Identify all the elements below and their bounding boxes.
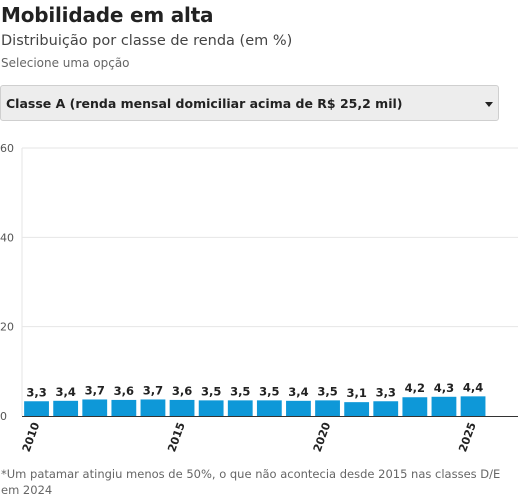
bar — [53, 400, 79, 416]
footnote: *Um patamar atingiu menos de 50%, o que … — [1, 467, 501, 497]
bar-value-label: 3,7 — [143, 383, 163, 397]
y-tick-label: 60 — [0, 142, 14, 155]
chevron-down-icon — [485, 102, 493, 107]
bar — [315, 400, 340, 416]
y-tick-label: 40 — [0, 231, 14, 244]
chart-title: Mobilidade em alta — [1, 3, 214, 27]
chart-subtitle: Distribuição por classe de renda (em %) — [1, 33, 293, 49]
bar — [373, 401, 399, 416]
bar-value-label: 3,5 — [230, 384, 250, 398]
x-tick-label: 2025 — [456, 421, 479, 454]
bar — [140, 399, 166, 416]
bar — [402, 397, 428, 416]
bar-value-label: 3,5 — [201, 384, 221, 398]
bar-value-label: 3,6 — [114, 384, 134, 398]
bar-value-label: 3,5 — [259, 384, 279, 398]
bar-value-label: 4,3 — [434, 381, 454, 395]
income-class-dropdown[interactable]: Classe A (renda mensal domiciliar acima … — [0, 85, 499, 121]
bar — [111, 399, 137, 416]
bar-value-label: 3,3 — [26, 385, 46, 399]
bar-chart: 0 20 40 60 3,3 3,4 3,7 3,6 3,7 3,6 3,5 3,5 3,5 3,4 3,5… — [0, 142, 518, 454]
bar — [24, 401, 49, 416]
bar — [460, 396, 486, 416]
bar-value-label: 3,3 — [376, 385, 396, 399]
bar-value-label: 4,2 — [405, 381, 425, 395]
bar — [431, 396, 457, 416]
bar-value-label: 3,5 — [317, 384, 337, 398]
bar — [256, 400, 282, 416]
bar-value-label: 3,1 — [346, 386, 366, 400]
x-tick-label: 2020 — [311, 420, 334, 454]
bar-value-label: 3,4 — [55, 385, 75, 399]
dropdown-selected-value: Classe A (renda mensal domiciliar acima … — [6, 96, 403, 111]
bar — [227, 400, 253, 416]
bar-value-label: 3,7 — [85, 383, 105, 397]
bar-value-label: 3,4 — [288, 385, 308, 399]
bar — [198, 400, 224, 416]
bar-value-label: 4,4 — [463, 380, 483, 394]
x-tick-label: 2010 — [20, 420, 43, 454]
bar — [169, 399, 195, 416]
bar-value-label: 3,6 — [172, 384, 192, 398]
bar — [286, 400, 311, 416]
bar — [82, 399, 108, 416]
bar — [344, 402, 370, 416]
selector-label: Selecione uma opção — [1, 56, 130, 70]
y-tick-label: 20 — [0, 321, 14, 334]
x-tick-label: 2015 — [165, 421, 188, 454]
y-tick-label: 0 — [0, 410, 7, 423]
